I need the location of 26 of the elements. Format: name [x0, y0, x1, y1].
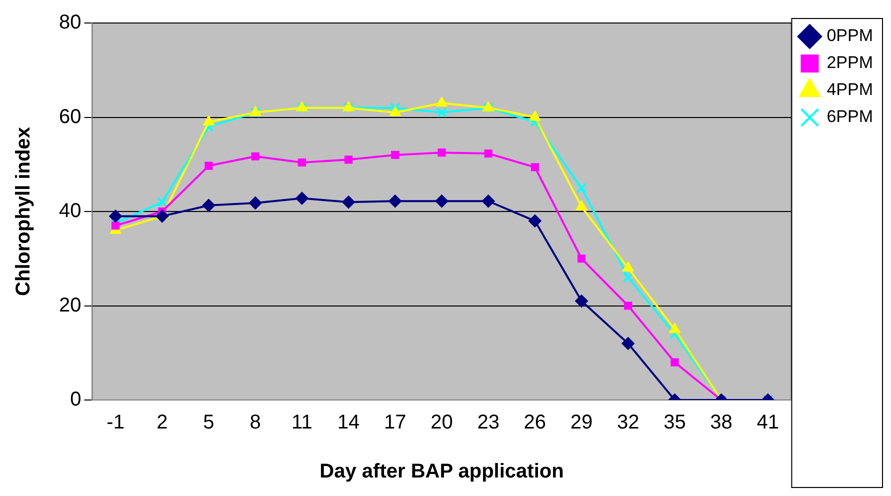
x-tick-label: 2 — [156, 412, 168, 434]
legend-label: 0PPM — [826, 26, 874, 46]
y-tick-label: 20 — [58, 294, 82, 316]
y-tick-label: 40 — [58, 200, 82, 222]
legend-label: 2PPM — [826, 53, 874, 72]
x-tick-label: 38 — [710, 412, 732, 434]
x-tick-label: 20 — [430, 412, 453, 434]
legend-label: 6PPM — [826, 107, 874, 126]
x-tick-label: 26 — [524, 412, 546, 434]
x-tick-label: -1 — [106, 412, 124, 434]
x-tick-label: 41 — [756, 412, 780, 434]
x-tick-label: 32 — [616, 412, 640, 434]
x-axis-title: Day after BAP application — [320, 460, 564, 483]
y-axis-title: Chlorophyll index — [12, 127, 35, 296]
y-tick-label: 0 — [70, 388, 82, 411]
x-tick-label: 11 — [292, 412, 312, 434]
x-tick-label: 23 — [477, 412, 500, 434]
x-tick-label: 35 — [664, 412, 686, 434]
y-tick-label: 80 — [58, 12, 82, 34]
x-tick-label: 5 — [203, 412, 214, 434]
x-tick-label: 14 — [337, 412, 360, 434]
y-tick-label: 60 — [58, 106, 82, 128]
legend-label: 4PPM — [826, 80, 874, 100]
x-tick-label: 8 — [250, 412, 261, 434]
x-tick-label: 29 — [570, 412, 593, 434]
x-tick-label: 17 — [384, 412, 406, 434]
